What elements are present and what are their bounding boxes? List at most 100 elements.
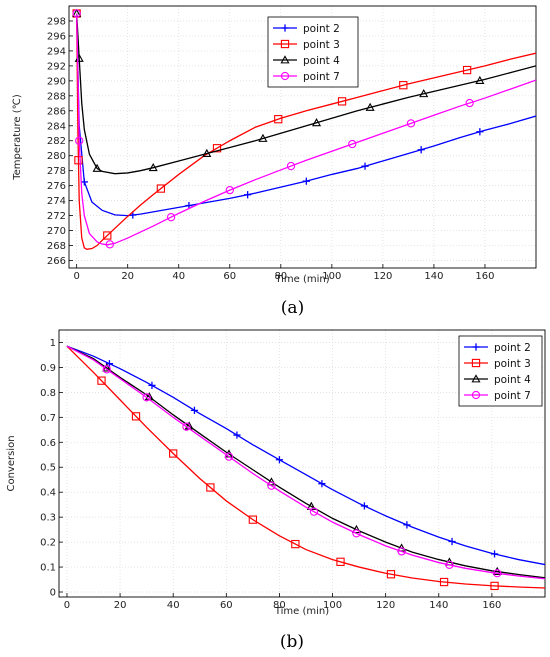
legend-entry: point 7: [494, 390, 531, 402]
series-line-point-2: [76, 13, 536, 217]
y-tick-label: 0.4: [40, 488, 56, 499]
data-point-point-7: [465, 98, 474, 108]
y-tick-label: 0.9: [40, 363, 56, 374]
data-point-point-2: [417, 146, 425, 154]
data-point-point-3: [212, 144, 222, 153]
legend-entry: point 2: [494, 342, 531, 354]
y-tick-label: 294: [47, 46, 66, 57]
data-point-point-2: [360, 502, 369, 510]
data-point-point-7: [105, 240, 114, 249]
y-tick-label: 288: [47, 91, 66, 102]
y-tick-label: 268: [47, 241, 66, 252]
data-point-point-3: [131, 412, 141, 421]
data-point-point-4: [351, 524, 361, 534]
x-axis: 0 20 40 60 80 100 120 140 160: [64, 593, 501, 611]
x-tick-label: 160: [475, 271, 494, 282]
legend-entry: point 7: [303, 71, 340, 83]
legend: point 2 point 3 point 4 point 7: [458, 335, 543, 407]
legend-marker-point-7: [280, 71, 290, 81]
legend-entry: point 4: [303, 55, 340, 67]
x-axis: 0 20 40 60 80 100 120 140 160: [73, 264, 495, 282]
x-tick-label: 20: [121, 271, 134, 282]
x-tick-label: 20: [114, 600, 127, 611]
data-point-point-7: [267, 481, 276, 490]
data-point-point-2: [244, 191, 252, 199]
data-point-point-4: [258, 133, 268, 142]
x-tick-label: 80: [273, 600, 286, 611]
data-point-point-3: [291, 539, 300, 549]
y-axis: 266 268 270 272 274 276 278 280 282 284 286 288 290 2…: [47, 16, 73, 267]
legend-marker-point-2: [472, 343, 480, 351]
series-group: [66, 345, 545, 591]
legend-box: [267, 16, 359, 88]
data-point-point-7: [72, 9, 81, 18]
data-point-point-3: [248, 515, 258, 524]
x-tick-label: 0: [64, 600, 70, 611]
data-point-point-3: [274, 115, 283, 124]
data-point-point-7: [286, 161, 296, 171]
data-point-point-7: [182, 422, 191, 431]
data-point-point-7: [397, 547, 406, 556]
legend-entry: point 3: [303, 39, 340, 51]
legend-marker-point-2: [281, 24, 289, 32]
y-tick-label: 282: [47, 136, 66, 147]
x-axis-title: Time (min): [274, 274, 329, 285]
y-tick-label: 298: [47, 16, 66, 27]
y-tick-label: 0.3: [40, 513, 56, 524]
data-point-point-3: [97, 376, 106, 385]
x-tick-label: 60: [223, 271, 236, 282]
y-tick-label: 1: [50, 338, 56, 349]
legend-entry: point 2: [303, 23, 340, 35]
data-point-point-4: [202, 148, 212, 157]
data-point-point-7: [142, 393, 151, 402]
data-point-point-2: [190, 406, 199, 414]
x-tick-label: 60: [220, 600, 233, 611]
series-line-point-2: [66, 345, 545, 566]
series-line-point-7: [76, 13, 536, 246]
legend-marker-point-4: [280, 55, 290, 64]
data-point-point-2: [476, 128, 484, 136]
data-point-point-7: [493, 569, 502, 578]
data-point-point-3: [169, 449, 178, 458]
data-point-point-4: [419, 89, 429, 98]
y-tick-label: 290: [47, 76, 66, 87]
legend-marker-point-3: [280, 39, 290, 49]
data-point-point-7: [166, 213, 176, 222]
data-point-point-3: [74, 156, 83, 165]
data-point-point-2: [490, 550, 499, 558]
plot-frame: [68, 5, 537, 269]
data-point-point-2: [448, 537, 456, 546]
legend-marker-point-4: [471, 374, 481, 383]
y-tick-label: 278: [47, 166, 66, 177]
data-point-point-3: [490, 581, 499, 591]
y-tick-label: 0: [50, 588, 56, 599]
x-tick-label: 0: [73, 271, 79, 282]
legend: point 2 point 3 point 4 point 7: [267, 16, 359, 88]
y-axis: 0 0.1 0.2 0.3 0.4 0.5 0.6 0.7 0.8 0.9 1: [40, 338, 63, 599]
x-tick-label: 140: [424, 271, 443, 282]
panel-label: (b): [280, 632, 304, 652]
data-point-point-7: [309, 507, 319, 516]
x-tick-label: 40: [167, 600, 180, 611]
series-line-point-4: [66, 345, 545, 579]
data-point-point-3: [462, 65, 472, 75]
series-line-point-3: [76, 13, 536, 250]
data-point-point-7: [75, 136, 84, 145]
y-tick-label: 274: [47, 196, 66, 207]
plot-frame: [58, 329, 546, 598]
y-tick-label: 292: [47, 61, 66, 72]
x-axis-title: Time (min): [274, 606, 329, 617]
y-tick-label: 272: [47, 211, 66, 222]
legend-marker-point-3: [471, 358, 481, 368]
data-point-point-2: [302, 177, 310, 185]
data-point-point-4: [312, 118, 322, 127]
x-tick-label: 100: [323, 600, 342, 611]
data-point-point-2: [403, 521, 411, 529]
data-point-point-3: [103, 231, 112, 240]
data-point-point-4: [148, 162, 158, 172]
data-point-point-7: [445, 560, 454, 570]
data-point-point-4: [365, 102, 375, 111]
chart-panel-b: 0 20 40 60 80 100 120 140 160 0 0.1 0.2 0.3 0.4 0.5 0.6…: [6, 329, 546, 652]
